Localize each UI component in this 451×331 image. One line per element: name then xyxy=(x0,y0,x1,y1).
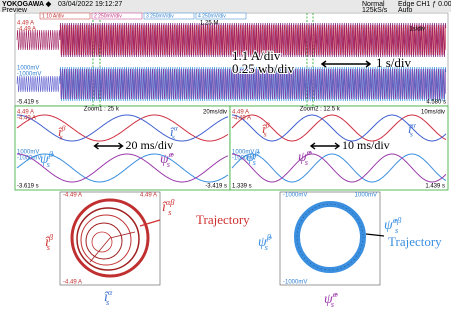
symbol-sup: α xyxy=(169,150,174,159)
label: -4.49 A xyxy=(63,280,82,286)
label: 1.439 s xyxy=(425,184,445,190)
symbol-sub: s xyxy=(167,160,170,169)
symbol-sub: s xyxy=(106,298,109,307)
symbol-sub: s xyxy=(47,243,50,252)
symbol-sub: s xyxy=(331,300,334,309)
label: -3.419 s xyxy=(205,184,227,190)
label: 20ms/div xyxy=(203,110,227,116)
symbol-sup: β xyxy=(61,123,66,132)
symbol-sub: s xyxy=(265,243,268,252)
symbol-sup: α xyxy=(108,288,113,297)
symbol-sub: s xyxy=(168,208,171,217)
symbol-sup: β xyxy=(265,120,270,129)
label: 3 250mV/div xyxy=(146,13,174,19)
label: -1000mV xyxy=(283,193,307,199)
label: Zoom2 : 12.5 k xyxy=(300,107,341,113)
symbol-sup: α xyxy=(307,148,312,157)
symbol-sub: s xyxy=(410,129,413,138)
symbol-sub: s xyxy=(60,132,63,141)
label: Auto xyxy=(398,7,413,14)
label: -5.419 s xyxy=(17,100,39,106)
label: -1000mV xyxy=(17,156,41,162)
label: Preview xyxy=(2,7,28,14)
label: 1s/div xyxy=(409,27,425,33)
zoom2-panel xyxy=(230,106,448,190)
annotation: 10 ms/div xyxy=(342,138,390,152)
zoom1-panel xyxy=(15,106,230,190)
label: -4.49 A xyxy=(232,116,251,122)
label: -4.49 A xyxy=(17,27,36,33)
label: 1.25 M xyxy=(200,21,218,27)
symbol-sub: s xyxy=(305,158,308,167)
label: 125kS/s xyxy=(362,7,388,14)
annotation: 0.25 wb/div xyxy=(232,61,295,76)
annotation: 1 s/div xyxy=(376,55,412,70)
symbol-sup: β xyxy=(48,233,54,242)
label: -1000mV xyxy=(283,280,307,286)
symbol-sub: s xyxy=(253,158,256,167)
label: -4.49 A xyxy=(63,193,82,199)
figure: YOKOGAWA ◆03/04/2022 19:12:27PreviewNorm… xyxy=(0,0,451,326)
label: 4.580 s xyxy=(426,100,446,106)
label: 1000mV xyxy=(355,193,377,199)
symbol-sup: αβ xyxy=(393,216,402,225)
symbol: ψ̂αβs xyxy=(384,216,402,235)
label: -1000mV xyxy=(17,72,41,78)
label: 10ms/div xyxy=(421,110,445,116)
symbol-sup: β xyxy=(266,233,272,242)
label: 2 250mV/div xyxy=(94,13,122,19)
symbol-sup: β xyxy=(254,148,260,157)
label: 1 10 A/div xyxy=(42,13,64,19)
symbol-sup: β xyxy=(48,150,54,159)
label: 4.49 A xyxy=(140,193,157,199)
label: 1.339 s xyxy=(232,184,252,190)
label: -4.49 A xyxy=(17,116,36,122)
label: 03/04/2022 19:12:27 xyxy=(58,1,122,8)
symbol-sub: s xyxy=(47,160,50,169)
label: 4 250mV/div xyxy=(198,13,226,19)
symbol-sub: s xyxy=(264,129,267,138)
label: -3.619 s xyxy=(17,184,39,190)
symbol-sup: α xyxy=(333,290,338,299)
annotation: Trajectory xyxy=(388,234,442,249)
label: Zoom1 : 25 k xyxy=(84,107,120,113)
annotation: 20 ms/div xyxy=(126,138,174,152)
symbol-sub: s xyxy=(172,132,175,141)
annotation: Trajectory xyxy=(196,212,250,227)
symbol-sup: αβ xyxy=(166,198,175,207)
